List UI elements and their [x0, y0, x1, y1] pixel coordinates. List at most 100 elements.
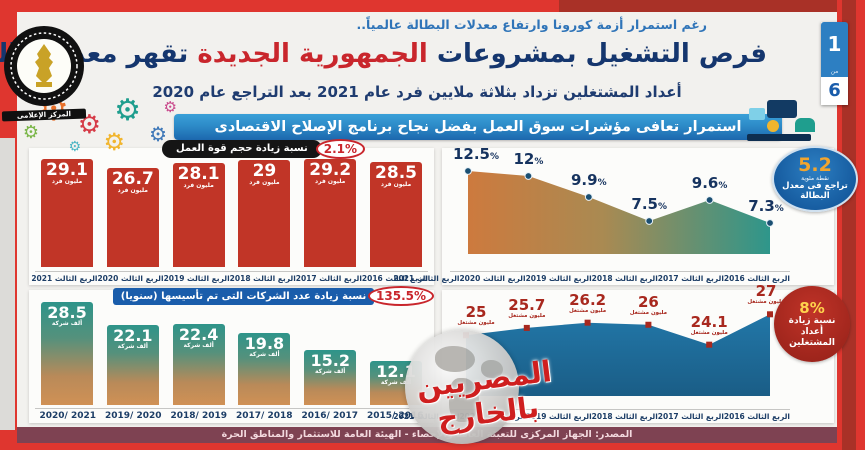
axis-label: الربع الثالث 2019 — [164, 274, 231, 283]
unemployment-x-axis: الربع الثالث 2016 الربع الثالث 2017 الربع … — [394, 271, 791, 283]
bar-unit: ألف شركة — [118, 342, 149, 350]
bar-unit: مليون فرد — [381, 180, 413, 188]
axis-label: الربع الثالث 2016 — [362, 274, 429, 283]
data-point — [767, 219, 775, 227]
page-separator: من — [822, 66, 849, 77]
axis-label: الربع الثالث 2020 — [98, 274, 165, 283]
axis-label: الربع الثالث 2020 — [460, 274, 527, 283]
value-label: 12.5% — [453, 145, 501, 163]
value-label: 7.5% — [632, 195, 668, 213]
axis-label: الربع الثالث 2018 — [230, 274, 297, 283]
badge-label: تراجع فى معدل البطالة — [783, 181, 849, 202]
labor-force-chart-panel: نسبة زيادة حجم قوة العمل 2.1% 28.5 مليون … — [30, 139, 435, 285]
bar-value: 29.2 — [310, 160, 353, 181]
person-shape — [796, 118, 816, 132]
bar-unit: مليون فرد — [118, 187, 149, 195]
top-dark-strip — [560, 0, 838, 13]
bar: 26.7 مليون فرد — [107, 168, 160, 267]
employed-plot: 25 مليون مشتغل 25.7 مليون مشتغل 26.2 مليون مش… — [451, 284, 791, 400]
left-grey-band — [0, 138, 16, 430]
value-label: 26 مليون مشتغل — [630, 292, 668, 316]
bar-value: 19.8 — [245, 334, 286, 354]
data-point — [646, 217, 655, 225]
axis-label: الربع الثالث 2017 — [296, 274, 363, 283]
data-point — [525, 172, 534, 180]
value-label: 7.3% — [749, 197, 785, 215]
desk-shape — [748, 134, 812, 141]
axis-label: الربع الثالث 2018 — [592, 274, 659, 283]
bar: 22.1 ألف شركة — [107, 324, 160, 405]
bar: 19.8 ألف شركة — [239, 333, 292, 405]
bar-unit: ألف شركة — [250, 351, 281, 359]
axis-label: 2016/ 2017 — [302, 411, 360, 421]
value-label: 12% — [514, 150, 545, 168]
companies-title-badge: نسبة زيادة عدد الشركات التى تم تأسيسها (… — [114, 286, 435, 306]
labor-force-x-axis: الربع الثالث 2016 الربع الثالث 2017 الربع … — [32, 271, 429, 283]
axis-label: الربع الثالث 2016 — [724, 274, 791, 283]
bar: 28.1 مليون فرد — [173, 163, 226, 267]
data-point — [706, 196, 715, 204]
axis-label: الربع الثالث 2019 — [526, 412, 593, 421]
bar-unit: ألف شركة — [52, 319, 84, 327]
axis-label: الربع الثالث 2017 — [658, 412, 725, 421]
companies-title: نسبة زيادة عدد الشركات التى تم تأسيسها (… — [114, 287, 376, 305]
page-total: 6 — [822, 77, 849, 105]
bar: 28.5 ألف شركة — [42, 301, 95, 405]
axis-label: 2018/ 2019 — [171, 411, 229, 421]
title-highlight: الجمهورية الجديدة — [198, 39, 429, 69]
data-point — [465, 167, 473, 175]
labor-force-title-badge: نسبة زيادة حجم قوة العمل 2.1% — [163, 139, 367, 159]
section-banner: استمرار تعافى مؤشرات سوق العمل بفضل نجاح… — [175, 114, 783, 140]
monitor-shape — [768, 100, 798, 118]
bar: 29 مليون فرد — [239, 159, 292, 267]
unemployment-area-chart — [465, 167, 775, 254]
data-point — [585, 193, 594, 201]
axis-label: الربع الثالث 2016 — [724, 412, 791, 421]
bar-value: 28.5 — [376, 162, 418, 183]
companies-chart-panel: نسبة زيادة عدد الشركات التى تم تأسيسها (… — [30, 286, 435, 423]
bar: 22.4 ألف شركة — [173, 323, 226, 405]
government-emblem-logo: المركز الإعلامى — [0, 24, 90, 122]
labor-force-bars: 28.5 مليون فرد 29.2 مليون فرد 29 مليون فرد 28.… — [42, 158, 423, 267]
value-label: 27 مليون مشتغل — [748, 282, 786, 306]
bar-value: 15.2 — [311, 350, 351, 370]
data-point — [768, 311, 774, 318]
badge-sub: نقطة مئوية — [802, 175, 830, 183]
source-footer: المصدر: الجهاز المركزى للتعبئة العامة وا… — [18, 427, 838, 443]
axis-label: الربع الثالث 2018 — [592, 412, 659, 421]
labor-force-title: نسبة زيادة حجم قوة العمل — [163, 140, 323, 158]
data-point — [707, 341, 714, 348]
badge-value: 5.2 — [799, 154, 833, 177]
title-pre: فرص التشغيل بمشروعات — [428, 39, 768, 69]
bar-unit: مليون فرد — [250, 178, 281, 186]
page-current: 1 — [822, 22, 849, 66]
axis-label: الربع الثالث 2017 — [658, 274, 725, 283]
bar: 12.1 ألف شركة — [371, 361, 423, 405]
gear-icon — [165, 100, 178, 115]
companies-x-axis: 2015/ 2016 2016/ 2017 2017/ 2018 2018/ 2019… — [36, 408, 429, 421]
axis-label: الربع الثالث 2020 — [460, 412, 527, 421]
value-label: 9.6% — [692, 174, 729, 192]
unemployment-plot: 12.5% 12% 9.9% 7.5% 9.6% 7.3% — [451, 147, 791, 258]
data-point — [464, 332, 470, 339]
data-point — [646, 321, 653, 328]
bar-value: 26.7 — [112, 169, 155, 190]
page-subtitle: أعداد المشتغلين تزداد بثلاثة ملايين فرد … — [153, 83, 683, 101]
employed-increase-badge: 8% نسبة زيادة أعداد المشتغلين — [775, 286, 851, 362]
bar-unit: ألف شركة — [316, 367, 347, 375]
axis-label: 2015/ 2016 — [367, 411, 425, 421]
labor-force-badge-value: 2.1% — [316, 139, 367, 159]
gear-icon — [24, 124, 40, 142]
bar-value: 22.4 — [179, 324, 220, 344]
unemployment-drop-badge: 5.2 نقطة مئوية تراجع فى معدل البطالة — [773, 146, 859, 212]
employed-chart-panel: 25 مليون مشتغل 25.7 مليون مشتغل 26.2 مليون مش… — [394, 284, 851, 423]
bar: 29.2 مليون فرد — [305, 159, 358, 267]
companies-bars: 12.1 ألف شركة 15.2 ألف شركة 19.8 ألف شركة 22.4… — [42, 300, 423, 405]
bar-value: 29.1 — [47, 160, 89, 181]
value-label: 26.2 مليون مشتغل — [569, 290, 608, 314]
bar-unit: مليون فرد — [52, 178, 84, 186]
employed-x-axis: الربع الثالث 2016 الربع الثالث 2017 الربع … — [394, 409, 791, 421]
badge-label: نسبة زيادة أعداد المشتغلين — [789, 316, 837, 348]
dot-shape — [768, 120, 780, 132]
